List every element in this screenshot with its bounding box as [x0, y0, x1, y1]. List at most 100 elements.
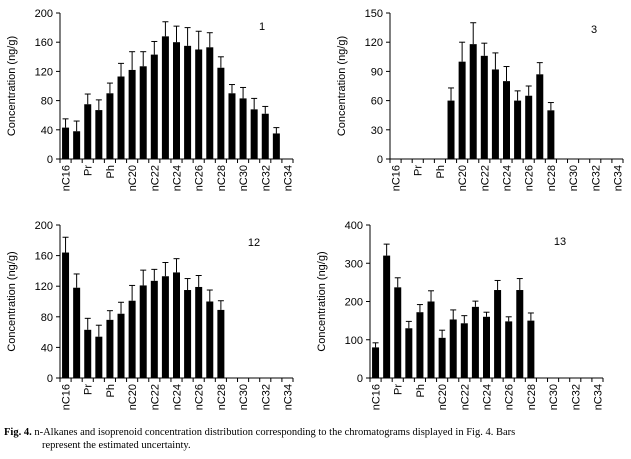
x-tick-label: nC22	[479, 165, 491, 191]
bar-nC26	[525, 95, 533, 159]
y-tick-label: 60	[371, 96, 383, 108]
y-tick-label: 80	[41, 96, 53, 108]
x-tick-label: nC30	[548, 384, 560, 410]
bar-nC16	[62, 252, 70, 378]
figure-caption: Fig. 4. n-Alkanes and isoprenoid concent…	[4, 426, 628, 452]
bar-nC27	[536, 74, 544, 159]
y-axis-label: Concentration (ng/g)	[336, 36, 348, 136]
x-tick-label: nC32	[260, 165, 272, 191]
y-tick-label: 400	[345, 220, 363, 232]
bar-nC27	[206, 301, 214, 378]
bar-nC22	[480, 55, 488, 159]
bar-nC17	[383, 255, 391, 378]
x-tick-label: nC20	[457, 165, 469, 191]
bar-nC19	[117, 76, 125, 159]
bar-nC26	[505, 321, 513, 378]
y-axis-label: Concentration (ng/g)	[6, 251, 18, 351]
x-tick-label: nC30	[238, 384, 250, 410]
bar-Ph	[106, 319, 114, 378]
y-tick-label: 100	[345, 335, 363, 347]
caption-label: Fig. 4.	[4, 427, 32, 438]
bar-nC31	[250, 109, 258, 159]
x-tick-label: nC20	[127, 165, 139, 191]
x-tick-label: nC22	[149, 384, 161, 410]
x-tick-label: nC16	[61, 165, 73, 191]
y-tick-label: 200	[35, 8, 53, 20]
bar-nC16	[62, 127, 70, 159]
x-tick-label: nC34	[592, 384, 604, 410]
bar-nC20	[128, 300, 136, 378]
bar-Pr	[84, 104, 92, 159]
bar-Ph	[106, 93, 114, 159]
x-tick-label: nC32	[570, 384, 582, 410]
panel-number-label: 13	[554, 236, 566, 248]
y-tick-label: 40	[41, 342, 53, 354]
x-tick-label: nC30	[568, 165, 580, 191]
y-tick-label: 0	[47, 373, 53, 385]
bar-nC28	[547, 110, 555, 159]
y-tick-label: 0	[357, 373, 363, 385]
bar-nC21	[139, 285, 147, 378]
bar-nC23	[161, 276, 169, 378]
caption-text-line2: represent the estimated uncertainty.	[42, 440, 191, 451]
bar-nC23	[471, 306, 479, 378]
bar-nC26	[195, 286, 203, 378]
x-tick-label: nC16	[61, 384, 73, 410]
x-tick-label: nC26	[524, 165, 536, 191]
x-tick-label: nC24	[482, 384, 494, 410]
bar-nC23	[491, 69, 499, 159]
panel-number-label: 3	[591, 24, 597, 36]
bar-nC29	[228, 93, 236, 159]
x-tick-label: nC26	[194, 165, 206, 191]
bar-nC19	[447, 100, 455, 159]
bar-nC17	[73, 287, 81, 378]
x-tick-label: nC20	[127, 384, 139, 410]
bar-nC32	[261, 113, 269, 159]
y-axis-label: Concentration (ng/g)	[6, 36, 18, 136]
bar-nC25	[494, 290, 502, 378]
x-tick-label: nC24	[172, 384, 184, 410]
bar-nC17	[73, 131, 81, 159]
x-tick-label: nC28	[546, 165, 558, 191]
bar-nC27	[206, 47, 214, 160]
bar-Pr	[84, 329, 92, 378]
y-tick-label: 90	[371, 66, 383, 78]
x-tick-label: nC34	[282, 384, 294, 410]
y-tick-label: 150	[365, 8, 383, 20]
x-tick-label: nC16	[391, 165, 403, 191]
bar-nC25	[184, 45, 192, 159]
bar-nC22	[460, 323, 468, 378]
bar-Ph	[416, 312, 424, 378]
chart-panel-12: 0 40 80 120 160 200 nC16 Pr Ph nC20 nC22 nC24 nC26 nC…	[6, 220, 294, 410]
bar-nC22	[150, 54, 158, 159]
y-tick-label: 30	[371, 125, 383, 137]
y-tick-label: 160	[35, 37, 53, 49]
bar-nC21	[469, 44, 477, 159]
x-tick-label: nC24	[172, 165, 184, 191]
bar-nC19	[117, 313, 125, 378]
bar-nC28	[217, 309, 225, 378]
bar-nC24	[173, 272, 180, 378]
x-tick-label: Pr	[83, 384, 95, 395]
bar-nC28	[527, 320, 535, 378]
bar-nC20	[128, 69, 136, 159]
chart-panel-3: 0 30 60 90 120 150 nC16 Pr Ph nC20 nC22 nC24 nC26 nC2…	[336, 8, 624, 191]
bar-nC25	[514, 100, 522, 159]
bar-nC22	[150, 280, 158, 378]
bar-nC19	[427, 301, 435, 378]
bar-nC18	[95, 110, 103, 159]
bar-nC27	[516, 290, 524, 378]
x-tick-label: nC22	[149, 165, 161, 191]
bar-nC16	[372, 347, 380, 378]
x-tick-label: Pr	[83, 165, 95, 176]
bar-nC21	[139, 66, 147, 159]
x-tick-label: nC28	[216, 165, 228, 191]
chart-panel-1: 0 40 80 120 160 200 nC16 Pr Ph nC20 nC22 nC24 nC26 nC…	[6, 8, 294, 191]
x-tick-label: nC30	[238, 165, 250, 191]
x-tick-label: nC22	[459, 384, 471, 410]
bar-nC20	[458, 61, 466, 159]
bar-nC24	[503, 81, 510, 159]
bar-nC26	[195, 49, 203, 159]
x-tick-label: nC20	[437, 384, 449, 410]
y-tick-label: 0	[47, 154, 53, 166]
